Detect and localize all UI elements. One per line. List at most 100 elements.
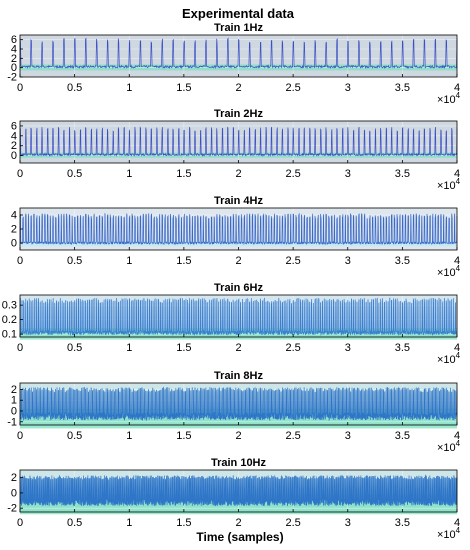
figure-title: Experimental data — [182, 6, 295, 21]
x-tick-label: 0.5 — [67, 342, 82, 354]
y-tick-label: 4 — [11, 130, 17, 142]
x-tick-label: 0.5 — [67, 255, 82, 267]
x-tick-label: 3.5 — [395, 82, 410, 94]
y-tick-label: 2 — [11, 384, 17, 396]
x-tick-label: 1.5 — [176, 342, 191, 354]
y-tick-label: 0 — [11, 406, 17, 418]
x-tick-label: 2 — [235, 430, 241, 442]
x-tick-label: 3.5 — [395, 168, 410, 180]
x-tick-label: 0 — [17, 517, 23, 529]
y-tick-label: 0.1 — [2, 329, 17, 341]
x-exponent-power: 4 — [456, 264, 461, 273]
panel-title: Train 4Hz — [214, 195, 263, 207]
x-tick-label: 1.5 — [176, 517, 191, 529]
x-tick-label: 0 — [17, 430, 23, 442]
x-exponent-label: ×104 — [437, 526, 461, 541]
x-exponent-label: ×104 — [437, 264, 461, 279]
signal-trace — [19, 297, 458, 337]
x-tick-label: 4 — [454, 168, 460, 180]
x-exponent-base: ×10 — [437, 267, 456, 279]
x-tick-label: 1.5 — [176, 255, 191, 267]
x-exponent-base: ×10 — [437, 354, 456, 366]
x-exponent-label: ×104 — [437, 177, 461, 192]
x-axis-label: Time (samples) — [196, 530, 283, 544]
x-tick-label: 1.5 — [176, 430, 191, 442]
y-tick-label: 1 — [11, 395, 17, 407]
x-exponent-power: 4 — [456, 351, 461, 360]
x-exponent-power: 4 — [456, 526, 461, 535]
x-tick-label: 3 — [345, 168, 351, 180]
panel-title: Train 10Hz — [211, 457, 267, 469]
x-tick-label: 1 — [126, 82, 132, 94]
x-tick-label: 3.5 — [395, 342, 410, 354]
x-tick-label: 1.5 — [176, 168, 191, 180]
signal-trace — [19, 212, 458, 246]
x-tick-label: 4 — [454, 517, 460, 529]
x-tick-label: 3 — [345, 342, 351, 354]
x-exponent-label: ×104 — [437, 351, 461, 366]
x-exponent-label: ×104 — [437, 439, 461, 454]
x-tick-label: 4 — [454, 430, 460, 442]
y-tick-label: 6 — [11, 120, 17, 132]
signal-trace — [19, 386, 458, 422]
panel-title: Train 8Hz — [214, 370, 263, 382]
x-tick-label: 2 — [235, 342, 241, 354]
y-tick-label: 0.3 — [2, 300, 17, 312]
x-tick-label: 1 — [126, 168, 132, 180]
y-tick-label: -1 — [7, 416, 17, 428]
y-tick-label: 0 — [11, 487, 17, 499]
x-tick-label: 1 — [126, 517, 132, 529]
x-tick-label: 0.5 — [67, 517, 82, 529]
x-tick-label: 3.5 — [395, 517, 410, 529]
y-tick-label: 2 — [11, 472, 17, 484]
y-tick-label: 0.2 — [2, 314, 17, 326]
x-exponent-base: ×10 — [437, 180, 456, 192]
y-tick-label: -2 — [7, 72, 17, 84]
x-tick-label: 0.5 — [67, 168, 82, 180]
x-tick-label: 2 — [235, 517, 241, 529]
y-tick-label: 2 — [11, 224, 17, 236]
x-tick-label: 3 — [345, 430, 351, 442]
x-tick-label: 3 — [345, 255, 351, 267]
panel-6hz: Train 6Hz 0.3 0.2 0.10 0.5 1 1.5 2 2.5 3 3.5 4×104 — [2, 282, 461, 366]
x-tick-label: 0.5 — [67, 430, 82, 442]
y-tick-label: 6 — [11, 34, 17, 46]
x-tick-label: 4 — [454, 342, 460, 354]
x-tick-label: 2.5 — [285, 82, 300, 94]
y-tick-label: 2 — [11, 53, 17, 65]
x-tick-label: 4 — [454, 255, 460, 267]
y-tick-label: 0 — [11, 150, 17, 162]
y-tick-label: 0 — [11, 238, 17, 250]
y-tick-label: 4 — [11, 44, 17, 56]
x-tick-label: 3.5 — [395, 255, 410, 267]
x-tick-label: 1 — [126, 430, 132, 442]
x-tick-label: 0 — [17, 255, 23, 267]
x-tick-label: 1.5 — [176, 82, 191, 94]
y-tick-label: 4 — [11, 210, 17, 222]
x-exponent-base: ×10 — [437, 529, 456, 541]
x-tick-label: 3.5 — [395, 430, 410, 442]
x-tick-label: 2.5 — [285, 517, 300, 529]
x-tick-label: 2 — [235, 168, 241, 180]
x-tick-label: 4 — [454, 82, 460, 94]
x-exponent-power: 4 — [456, 177, 461, 186]
y-tick-label: 0 — [11, 62, 17, 74]
x-exponent-label: ×104 — [437, 91, 461, 106]
x-exponent-power: 4 — [456, 91, 461, 100]
x-tick-label: 2.5 — [285, 430, 300, 442]
x-tick-label: 0.5 — [67, 82, 82, 94]
x-tick-label: 3 — [345, 517, 351, 529]
x-tick-label: 0 — [17, 168, 23, 180]
y-tick-label: 2 — [11, 140, 17, 152]
x-tick-label: 2.5 — [285, 255, 300, 267]
signal-trace — [19, 474, 458, 507]
x-tick-label: 2 — [235, 82, 241, 94]
signal-trace — [19, 126, 458, 157]
y-tick-label: -2 — [7, 503, 17, 515]
